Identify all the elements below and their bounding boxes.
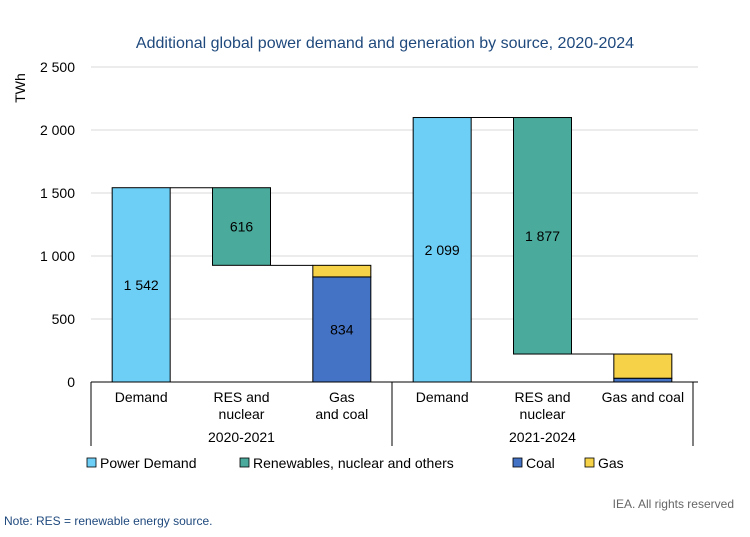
copyright-credit: IEA. All rights reserved (612, 497, 734, 511)
y-axis-label: TWh (12, 73, 28, 103)
y-tick-label: 1 000 (40, 248, 75, 264)
footnote: Note: RES = renewable energy source. (4, 514, 213, 528)
bar-value-labels: 1 542 616 834 2 099 1 877 (124, 219, 561, 338)
x-category-label: RES and nuclear (514, 389, 570, 422)
bar-segment-gas (312, 264, 372, 278)
bar-value-label: 2 099 (425, 242, 460, 258)
legend-swatch (512, 457, 523, 468)
legend-label: Coal (526, 455, 555, 471)
y-tick-label: 0 (67, 374, 75, 390)
legend-label: Power Demand (100, 455, 197, 471)
legend-swatch (584, 457, 595, 468)
x-group-label: 2020-2021 (208, 429, 275, 445)
legend-item-power_demand: Power Demand (86, 455, 197, 471)
y-tick-label: 2 500 (40, 59, 75, 75)
x-category-label: Demand (115, 389, 168, 405)
bar-segment-gas (613, 353, 673, 379)
connector-lines (170, 117, 614, 355)
x-category-label: Gas and coal (315, 389, 368, 422)
legend-swatch (86, 457, 97, 468)
bar-segment-renewables (513, 117, 572, 355)
legend-item-gas: Gas (584, 455, 624, 471)
x-axis: Demand RES and nuclear Gas and coal 2020-2021… (90, 381, 698, 446)
legend: Power Demand Renewables, nuclear and othe… (86, 455, 624, 471)
grid-lines (91, 66, 698, 320)
legend-item-renewables: Renewables, nuclear and others (239, 455, 454, 471)
bar-segment-power_demand (111, 187, 171, 383)
bar-value-label: 616 (230, 219, 254, 235)
bar-value-label: 834 (330, 321, 354, 337)
bar-value-label: 1 877 (525, 228, 560, 244)
bar-segment-renewables (212, 187, 271, 266)
legend-label: Gas (598, 455, 624, 471)
x-category-label: Gas and coal (602, 389, 685, 405)
chart-title: Additional global power demand and gener… (136, 35, 634, 52)
x-category-label: Demand (416, 389, 469, 405)
x-group-label: 2021-2024 (509, 429, 576, 445)
legend-item-coal: Coal (512, 455, 555, 471)
legend-swatch (239, 457, 250, 468)
y-tick-label: 2 000 (40, 122, 75, 138)
bar-segment-coal (613, 377, 673, 383)
bars (111, 117, 673, 383)
x-category-label: RES and nuclear (213, 389, 269, 422)
y-axis-ticks: 0 500 1 000 1 500 2 000 2 500 (40, 59, 75, 390)
bar-value-label: 1 542 (124, 277, 159, 293)
y-tick-label: 1 500 (40, 185, 75, 201)
y-tick-label: 500 (52, 311, 76, 327)
legend-label: Renewables, nuclear and others (253, 455, 454, 471)
